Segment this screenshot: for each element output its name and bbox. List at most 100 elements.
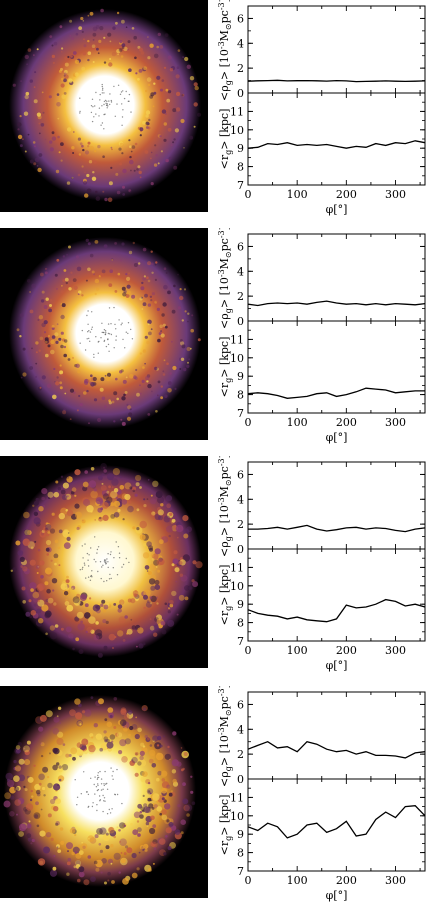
x-tick-label: 0 (245, 644, 252, 657)
y-tick-label: 2 (237, 518, 244, 531)
y-tick-label: 9 (237, 142, 244, 155)
panel-3: 0 2 4 6 <ρg> [10-3M⊙pc-3] 7 8 9 10 11 <rg> [kpc] 0 1… (0, 456, 433, 681)
r-plot-1: 7 8 9 10 11<rg> [kpc] (218, 92, 426, 192)
galaxy-render (3, 695, 196, 887)
y-tick-label: 0 (237, 315, 244, 328)
x-axis-label: φ[°] (326, 889, 348, 902)
plot-frame (247, 778, 426, 872)
y-tick-label: 7 (237, 865, 244, 878)
x-tick-label: 300 (385, 416, 406, 429)
y-tick-label: 4 (237, 493, 244, 506)
x-tick-label: 0 (245, 874, 252, 887)
x-tick-label: 200 (336, 644, 357, 657)
plots-3: 0 2 4 6 <ρg> [10-3M⊙pc-3] 7 8 9 10 11<rg> [kpc] 0 1… (217, 456, 426, 672)
x-tick-label: 0 (245, 188, 252, 201)
r-axis-label: <rg> [kpc] (218, 565, 233, 626)
galaxy-render (9, 8, 202, 203)
rho-series-line (247, 300, 426, 307)
x-tick-label: 200 (336, 416, 357, 429)
galaxy-render (9, 237, 201, 429)
plot-frame (247, 461, 426, 550)
rho-plot-4: 0 2 4 6 <ρg> [10-3M⊙pc-3] (217, 686, 426, 787)
galaxy-image-2 (0, 228, 208, 440)
plot-frame (247, 691, 426, 780)
r-series-line (247, 805, 426, 839)
rho-plot-1: 0 2 4 6 <ρg> [10-3M⊙pc-3] (217, 0, 426, 101)
rho-series-line (247, 740, 426, 759)
y-tick-label: 8 (237, 847, 244, 860)
r-plot-2: 7 8 9 10 11<rg> [kpc] (218, 320, 426, 420)
plots-1: 0 2 4 6 <ρg> [10-3M⊙pc-3] 7 8 9 10 11<rg> [kpc] 0 1… (217, 0, 426, 216)
y-tick-label: 4 (237, 37, 244, 50)
y-tick-label: 8 (237, 161, 244, 174)
y-tick-label: 2 (237, 290, 244, 303)
y-tick-label: 9 (237, 370, 244, 383)
rho-axis-label: <ρg> [10-3M⊙pc-3] (217, 0, 233, 101)
x-tick-label: 100 (287, 416, 308, 429)
rho-series-line (247, 79, 426, 83)
galaxy-image-1 (0, 0, 208, 212)
y-tick-label: 10 (230, 810, 244, 823)
panel-2: 0 2 4 6 <ρg> [10-3M⊙pc-3] 7 8 9 10 11 <rg> [kpc] 0 1… (0, 228, 433, 453)
x-tick-label: 200 (336, 188, 357, 201)
y-tick-label: 10 (230, 580, 244, 593)
rho-series-line (248, 524, 426, 533)
x-tick-label: 300 (385, 644, 406, 657)
x-tick-label: 0 (245, 416, 252, 429)
galaxy-image-3 (0, 456, 208, 668)
rho-plot-2: 0 2 4 6 <ρg> [10-3M⊙pc-3] (217, 228, 426, 329)
y-tick-label: 4 (237, 265, 244, 278)
y-tick-label: 6 (237, 12, 244, 25)
r-series-line (247, 598, 426, 623)
x-axis-label: φ[°] (326, 659, 348, 672)
y-tick-label: 10 (230, 124, 244, 137)
plots-4: 0 2 4 6 <ρg> [10-3M⊙pc-3] 7 8 9 10 11<rg> [kpc] 0 1… (217, 686, 426, 902)
rho-axis-label: <ρg> [10-3M⊙pc-3] (217, 456, 233, 557)
x-tick-label: 200 (336, 874, 357, 887)
plot-frame (247, 233, 426, 322)
y-tick-label: 7 (237, 407, 244, 420)
panel-1: 0 2 4 6 <ρg> [10-3M⊙pc-3] 7 8 9 10 11 <rg> [kpc] 0 1… (0, 0, 433, 225)
y-tick-label: 9 (237, 828, 244, 841)
r-series-line (247, 387, 425, 399)
y-tick-label: 9 (237, 598, 244, 611)
y-tick-label: 11 (230, 333, 244, 346)
y-tick-label: 4 (237, 723, 244, 736)
plot-frame (247, 320, 426, 414)
y-tick-label: 2 (237, 62, 244, 75)
x-axis-label: φ[°] (326, 431, 348, 444)
x-tick-label: 100 (287, 188, 308, 201)
plot-frame (247, 92, 426, 186)
rho-axis-label: <ρg> [10-3M⊙pc-3] (217, 686, 233, 787)
r-axis-label: <rg> [kpc] (218, 337, 233, 398)
y-tick-label: 7 (237, 635, 244, 648)
r-axis-label: <rg> [kpc] (218, 109, 233, 170)
y-tick-label: 2 (237, 748, 244, 761)
x-tick-label: 300 (385, 874, 406, 887)
y-tick-label: 10 (230, 352, 244, 365)
galaxy-image-4 (0, 686, 208, 898)
x-axis-label: φ[°] (326, 203, 348, 216)
y-tick-label: 11 (230, 105, 244, 118)
y-tick-label: 11 (230, 791, 244, 804)
y-tick-label: 6 (237, 698, 244, 711)
y-tick-label: 0 (237, 87, 244, 100)
panel-4: 0 2 4 6 <ρg> [10-3M⊙pc-3] 7 8 9 10 11 <rg> [kpc] 0 1… (0, 686, 433, 902)
r-series-line (247, 140, 426, 149)
y-tick-label: 8 (237, 617, 244, 630)
plots-2: 0 2 4 6 <ρg> [10-3M⊙pc-3] 7 8 9 10 11<rg> [kpc] 0 1… (217, 228, 426, 444)
plot-frame (247, 548, 426, 642)
y-tick-label: 11 (230, 561, 244, 574)
x-tick-label: 100 (287, 874, 308, 887)
rho-plot-3: 0 2 4 6 <ρg> [10-3M⊙pc-3] (217, 456, 426, 557)
x-tick-label: 300 (385, 188, 406, 201)
r-plot-4: 7 8 9 10 11<rg> [kpc] (218, 778, 426, 878)
x-tick-label: 100 (287, 644, 308, 657)
rho-axis-label: <ρg> [10-3M⊙pc-3] (217, 228, 233, 329)
r-axis-label: <rg> [kpc] (218, 795, 233, 856)
y-tick-label: 6 (237, 240, 244, 253)
r-plot-3: 7 8 9 10 11<rg> [kpc] (218, 548, 426, 648)
y-tick-label: 6 (237, 468, 244, 481)
y-tick-label: 0 (237, 773, 244, 786)
y-tick-label: 0 (237, 543, 244, 556)
